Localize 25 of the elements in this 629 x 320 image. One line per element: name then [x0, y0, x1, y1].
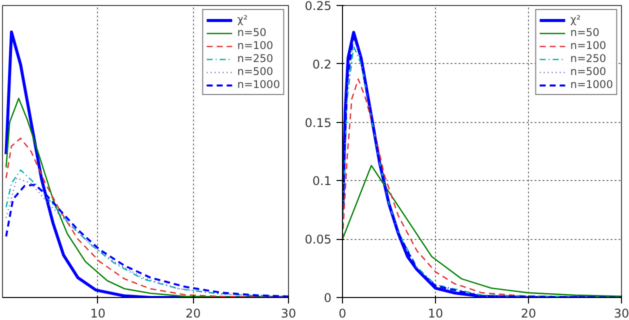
legend-label: n=1000 [570, 78, 613, 91]
legend-label: n=100 [237, 39, 274, 52]
x-tick-label: 0 [338, 306, 346, 320]
legend-label: n=50 [570, 26, 600, 39]
y-tick-label: 0 [324, 291, 332, 305]
legend-label: n=250 [237, 52, 274, 65]
x-tick-label: 10 [90, 306, 106, 320]
x-tick-label: 20 [520, 306, 536, 320]
y-tick-label: 0.2 [312, 57, 332, 72]
legend-label: χ² [237, 13, 249, 26]
legend-label: n=100 [570, 39, 606, 52]
y-tick-label: 0.15 [304, 116, 332, 130]
x-tick-label: 20 [186, 306, 201, 320]
y-tick-label: 0.25 [304, 0, 332, 13]
legend-label: n=50 [237, 26, 266, 39]
y-tick-label: 0.05 [304, 232, 332, 247]
x-tick-label: 10 [428, 306, 444, 320]
legend-label: n=1000 [237, 78, 280, 91]
legend-label: n=500 [570, 65, 606, 78]
legend-label: n=250 [570, 52, 606, 65]
x-tick-label: 30 [280, 306, 296, 320]
legend-label: n=500 [237, 65, 274, 78]
legend-label: χ² [570, 13, 582, 26]
y-tick-label: 0.1 [312, 174, 332, 188]
x-tick-label: 30 [614, 306, 629, 320]
